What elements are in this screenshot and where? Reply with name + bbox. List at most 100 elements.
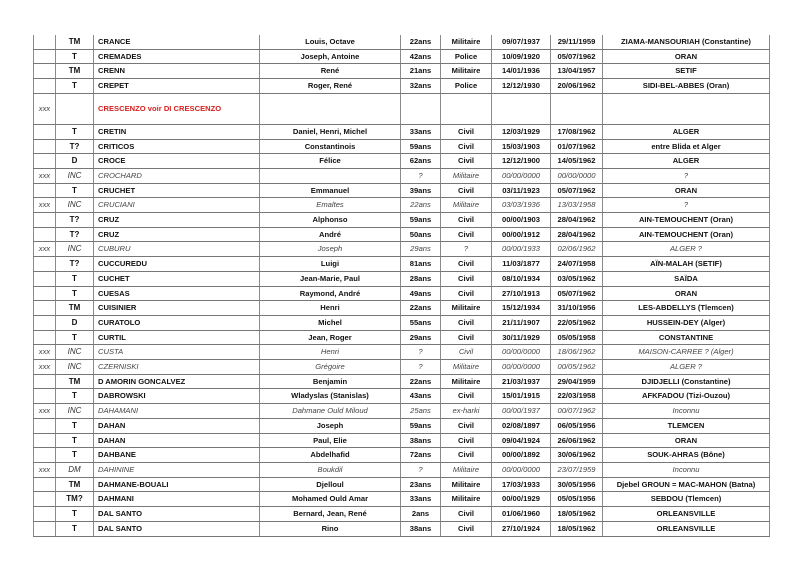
status-cell: T (55, 433, 94, 449)
mark-cell (33, 418, 56, 434)
surname-cell: CRUZ (93, 212, 260, 228)
mark-cell: xxx (33, 462, 56, 478)
death-place-cell: SETIF (602, 63, 770, 80)
first-names-cell: René (259, 63, 401, 80)
birth-date-cell: 11/03/1877 (491, 256, 551, 272)
birth-date-cell: 00/00/1937 (491, 403, 551, 419)
birth-date-cell: 00/00/1892 (491, 447, 551, 463)
first-names-cell: Raymond, André (259, 286, 401, 302)
death-date-cell: 00/07/1962 (550, 403, 603, 419)
death-date-cell: 18/05/1962 (550, 506, 603, 522)
death-date-cell: 18/06/1962 (550, 344, 603, 361)
death-date-cell: 13/04/1957 (550, 63, 603, 80)
age-cell: 29ans (400, 330, 441, 346)
mark-cell: xxx (33, 241, 56, 258)
birth-date-cell: 27/10/1924 (491, 521, 551, 537)
category-cell: Militaire (440, 477, 492, 493)
category-cell: Civil (440, 153, 492, 169)
first-names-cell: Alphonso (259, 212, 401, 228)
status-cell: T? (55, 139, 94, 155)
death-date-cell: 14/05/1962 (550, 153, 603, 169)
birth-date-cell: 01/06/1960 (491, 506, 551, 522)
category-cell: Civil (440, 256, 492, 272)
category-cell: Police (440, 78, 492, 94)
first-names-cell: Félice (259, 153, 401, 169)
death-place-cell: ALGER (602, 153, 770, 169)
death-place-cell: AFKFADOU (Tizi-Ouzou) (602, 388, 770, 405)
mark-cell (33, 212, 56, 228)
death-date-cell: 13/03/1958 (550, 197, 603, 214)
death-place-cell: ALGER ? (602, 359, 770, 375)
table-row: D CURATOLO Michel 55ans Civil 21/11/1907 22/05… (33, 315, 770, 331)
death-date-cell: 30/05/1956 (550, 477, 603, 493)
age-cell: 50ans (400, 227, 441, 243)
status-cell: T (55, 124, 94, 140)
table-row: T? CRUZ Alphonso 59ans Civil 00/00/1903 28/04/… (33, 212, 770, 228)
age-cell: 42ans (400, 49, 441, 65)
table-row: T DAL SANTO Rino 38ans Civil 27/10/1924 18/05/… (33, 521, 770, 537)
status-cell: T (55, 78, 94, 94)
death-place-cell: ? (602, 168, 770, 184)
status-cell: T (55, 418, 94, 434)
mark-cell (33, 521, 56, 537)
death-place-cell: AIN-TEMOUCHENT (Oran) (602, 212, 770, 228)
mark-cell (33, 388, 56, 405)
death-date-cell: 23/07/1959 (550, 462, 603, 478)
category-cell: Militaire (440, 35, 492, 50)
birth-date-cell: 21/11/1907 (491, 315, 551, 331)
category-cell (440, 93, 492, 125)
age-cell: 22ans (400, 197, 441, 214)
first-names-cell: Joseph, Antoine (259, 49, 401, 65)
table-row: T? CRUZ André 50ans Civil 00/00/1912 28/04/196… (33, 227, 770, 243)
table-row: T CURTIL Jean, Roger 29ans Civil 30/11/1929 05… (33, 330, 770, 346)
death-place-cell: Inconnu (602, 403, 770, 419)
category-cell: Civil (440, 183, 492, 199)
death-date-cell: 29/04/1959 (550, 374, 603, 390)
table-row: xxx INC CUBURU Joseph 29ans? 00/00/1933 02/06/… (33, 241, 770, 258)
death-date-cell: 24/07/1958 (550, 256, 603, 272)
death-date-cell: 05/07/1962 (550, 286, 603, 302)
status-cell: TM (55, 477, 94, 493)
death-date-cell: 22/03/1958 (550, 388, 603, 405)
death-place-cell (602, 93, 770, 125)
death-date-cell: 26/06/1962 (550, 433, 603, 449)
death-place-cell: MAISON-CARREE ? (Alger) (602, 344, 770, 361)
category-cell: Civil (440, 447, 492, 463)
status-cell: D (55, 315, 94, 331)
first-names-cell (259, 93, 401, 125)
first-names-cell: Joseph (259, 241, 401, 258)
death-place-cell: entre Blida et Alger (602, 139, 770, 155)
status-cell: T (55, 271, 94, 287)
age-cell: 62ans (400, 153, 441, 169)
surname-cell: CUSTA (93, 344, 260, 361)
surname-cell: D AMORIN GONCALVEZ (93, 374, 260, 390)
death-place-cell: AIN-TEMOUCHENT (Oran) (602, 227, 770, 243)
first-names-cell: Benjamin (259, 374, 401, 390)
table-row: T DAHBANE Abdelhafid 72ans Civil 00/00/1892 30… (33, 447, 770, 463)
age-cell: 33ans (400, 491, 441, 508)
age-cell (400, 93, 441, 125)
mark-cell (33, 124, 56, 140)
birth-date-cell: 14/01/1936 (491, 63, 551, 80)
age-cell: 22ans (400, 374, 441, 390)
mark-cell (33, 63, 56, 80)
mark-cell (33, 227, 56, 243)
first-names-cell: Bernard, Jean, René (259, 506, 401, 522)
status-cell: INC (55, 197, 94, 214)
table-row: T CRETIN Daniel, Henri, Michel 33ans Civil 12… (33, 124, 770, 140)
age-cell: 38ans (400, 521, 441, 537)
mark-cell (33, 300, 56, 316)
age-cell: 59ans (400, 139, 441, 155)
death-date-cell: 31/10/1956 (550, 300, 603, 316)
category-cell: Militaire (440, 63, 492, 80)
birth-date-cell: 08/10/1934 (491, 271, 551, 287)
birth-date-cell: 10/09/1920 (491, 49, 551, 65)
death-place-cell: SEBDOU (Tlemcen) (602, 491, 770, 508)
category-cell: Civil (440, 433, 492, 449)
category-cell: ? (440, 241, 492, 258)
mark-cell (33, 286, 56, 302)
death-date-cell: 05/07/1962 (550, 183, 603, 199)
death-date-cell: 28/04/1962 (550, 212, 603, 228)
death-place-cell: SIDI-BEL-ABBES (Oran) (602, 78, 770, 94)
death-date-cell: 30/06/1962 (550, 447, 603, 463)
